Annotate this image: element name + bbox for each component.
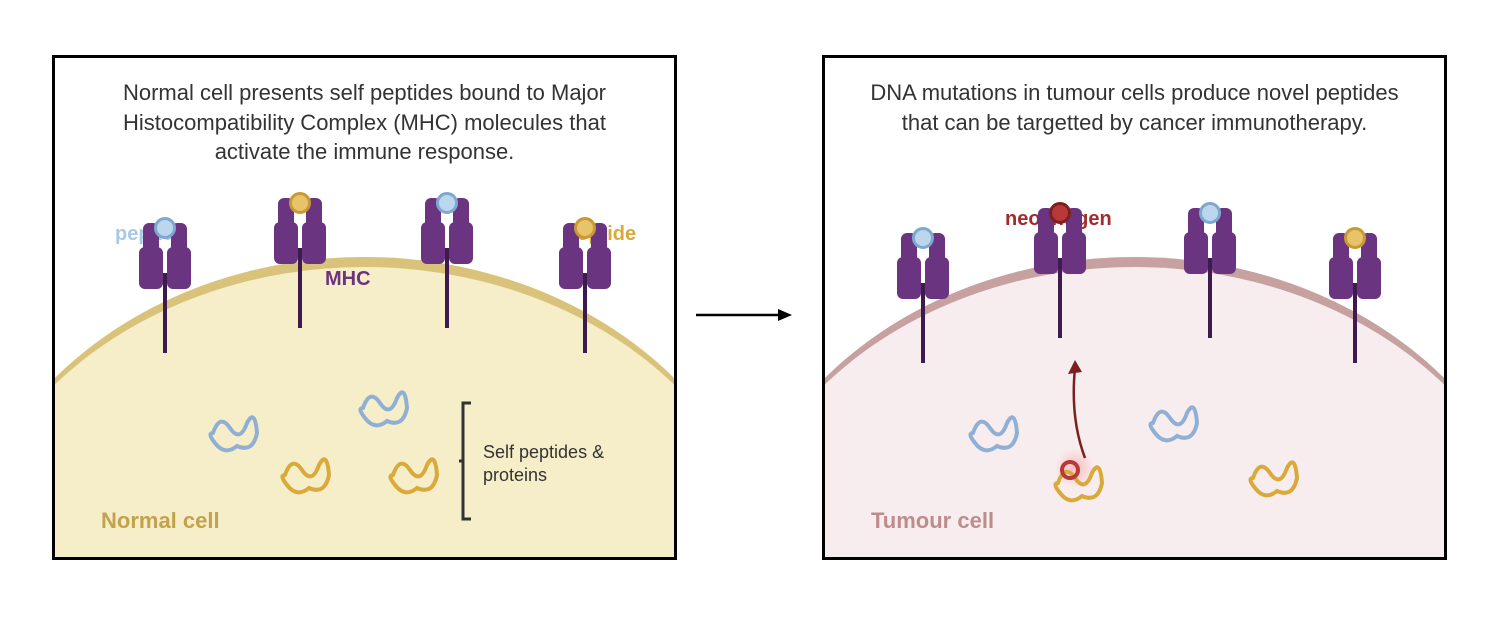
protein-squiggle [385, 450, 445, 500]
mhc-block [449, 222, 473, 264]
peptide-dot [1199, 202, 1221, 224]
mutation-arrow-icon [1060, 358, 1100, 468]
peptide-dot [574, 217, 596, 239]
tumour-cell-label: Tumour cell [871, 508, 994, 534]
transition-arrow-icon [694, 305, 794, 330]
neoantigen-peptide-dot [1049, 202, 1071, 224]
mhc-block [421, 222, 445, 264]
mhc-molecule [417, 198, 477, 328]
mhc-block [587, 247, 611, 289]
tumour-cell-panel: DNA mutations in tumour cells produce no… [822, 55, 1447, 560]
normal-description: Normal cell presents self peptides bound… [55, 78, 674, 167]
mhc-molecule [555, 223, 615, 353]
mhc-block [274, 222, 298, 264]
mhc-block [302, 222, 326, 264]
peptide-dot [912, 227, 934, 249]
mhc-molecule [1325, 233, 1385, 363]
peptide-dot [1344, 227, 1366, 249]
tumour-description: DNA mutations in tumour cells produce no… [825, 78, 1444, 137]
mhc-block [167, 247, 191, 289]
mhc-molecule [270, 198, 330, 328]
mhc-molecule [135, 223, 195, 353]
protein-squiggle [1245, 453, 1305, 503]
normal-cell-label: Normal cell [101, 508, 220, 534]
mhc-block [1184, 232, 1208, 274]
mhc-molecule-neoantigen [1030, 208, 1090, 338]
label-mhc: MHC [325, 268, 371, 291]
normal-cell-panel: Normal cell presents self peptides bound… [52, 55, 677, 560]
mhc-block [1034, 232, 1058, 274]
mhc-block [897, 257, 921, 299]
mhc-block [1212, 232, 1236, 274]
protein-squiggle [277, 450, 337, 500]
peptide-dot [154, 217, 176, 239]
mhc-block [925, 257, 949, 299]
protein-squiggle [1145, 398, 1205, 448]
bracket-text: Self peptides & proteins [483, 441, 643, 488]
protein-squiggle [205, 408, 265, 458]
peptide-dot [289, 192, 311, 214]
mhc-block [559, 247, 583, 289]
mhc-block [1357, 257, 1381, 299]
mhc-block [1062, 232, 1086, 274]
mhc-molecule [1180, 208, 1240, 338]
mhc-block [1329, 257, 1353, 299]
protein-squiggle [965, 408, 1025, 458]
mhc-block [139, 247, 163, 289]
mhc-molecule [893, 233, 953, 363]
peptide-dot [436, 192, 458, 214]
protein-squiggle [355, 383, 415, 433]
